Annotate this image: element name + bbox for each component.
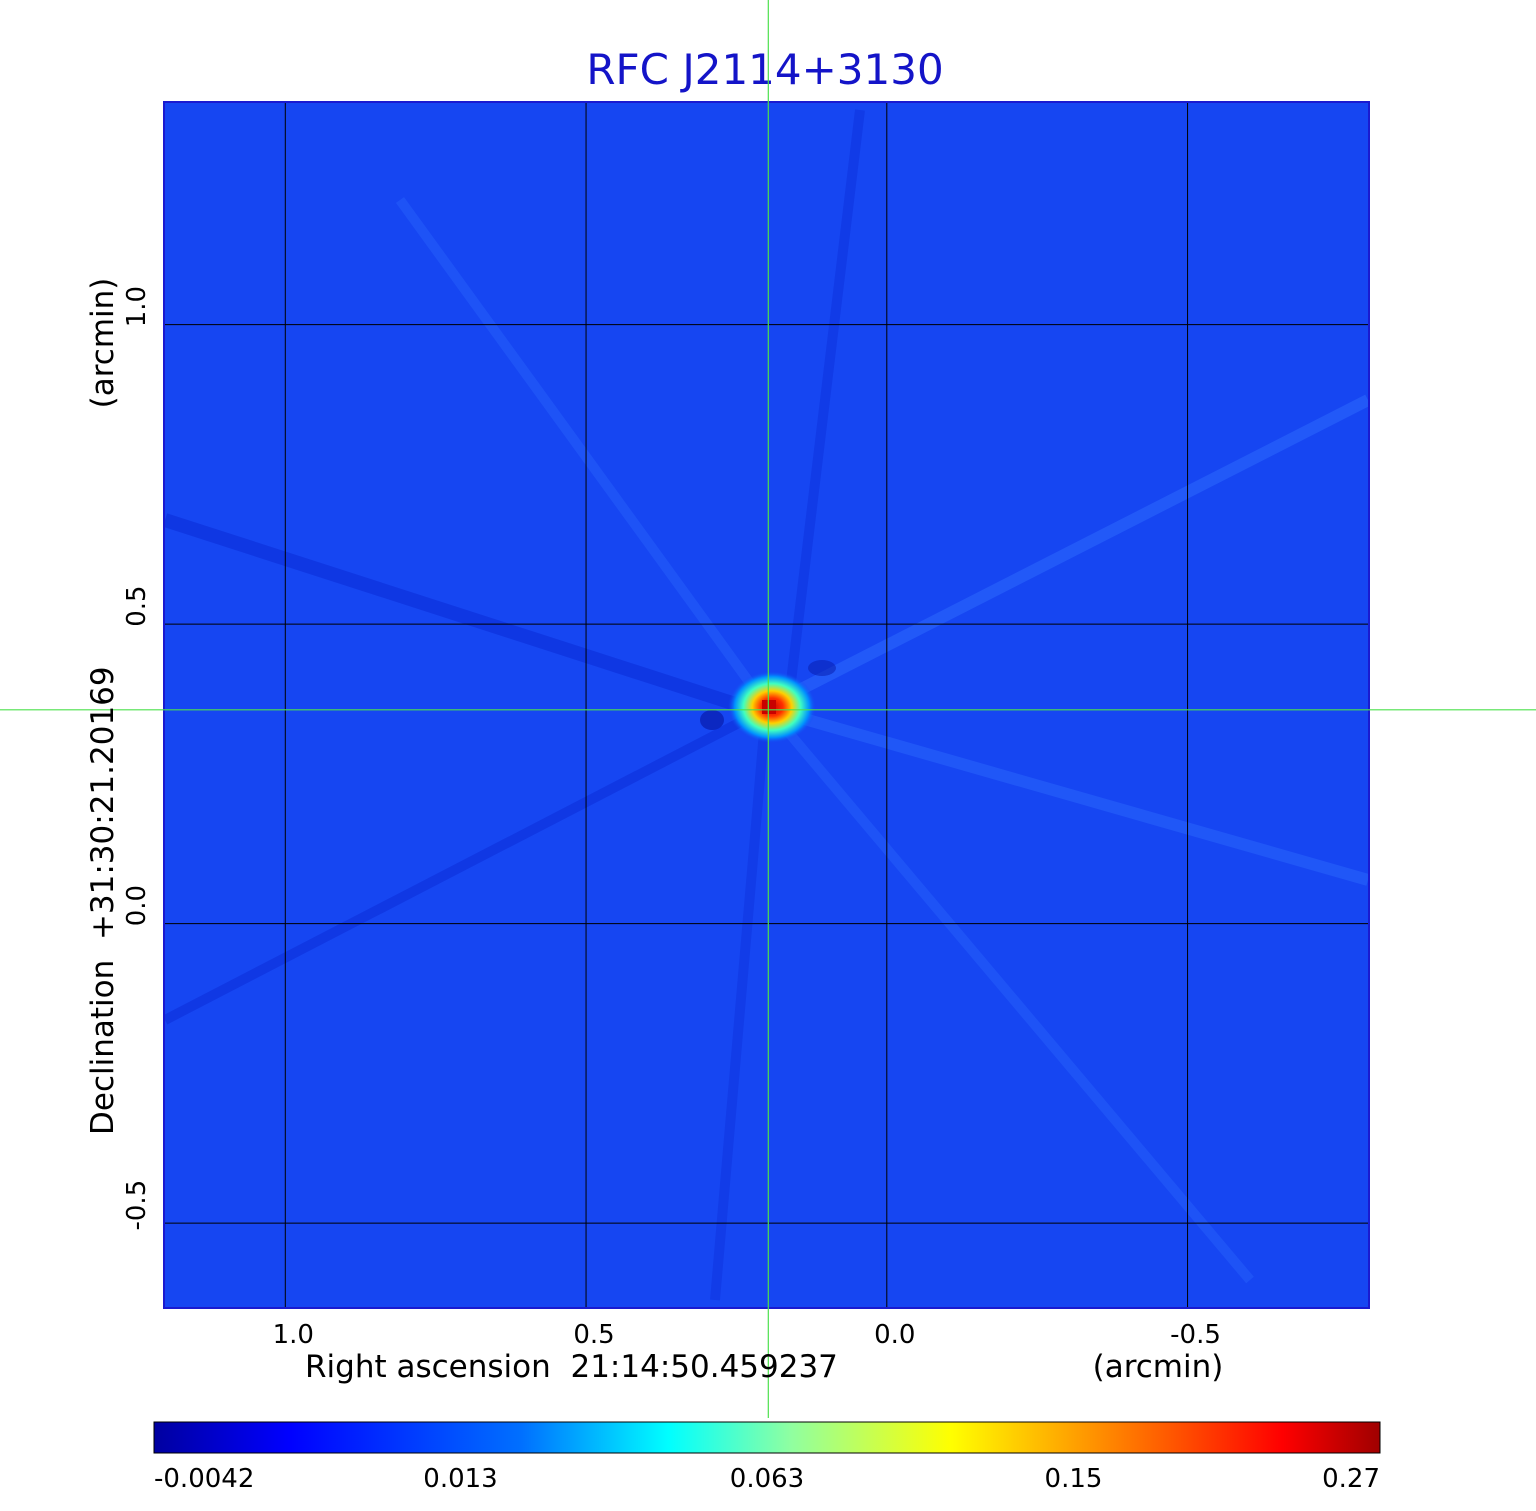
chart-title: RFC J2114+3130 [586,45,943,94]
plot-frame [163,101,1370,1309]
y-tick-labels: 1.0 0.5 0.0 -0.5 [122,286,152,1231]
x-tick-labels: 1.0 0.5 0.0 -0.5 [273,1320,1221,1350]
sidelobe-streak-7 [785,109,865,691]
colorbar-tick-label: 0.063 [730,1464,804,1494]
colorbar-tick-labels: -0.0042 0.013 0.063 0.15 0.27 [154,1464,1380,1494]
sidelobe-streak-8 [710,719,770,1301]
colorbar-tick-label: 0.013 [423,1464,497,1494]
sidelobe-streak-5 [395,197,773,711]
colorbar-tick-label: -0.0042 [154,1464,254,1494]
x-tick-label: 1.0 [273,1320,314,1350]
negative-lobe [700,710,724,730]
sidelobe-streak-2 [165,707,763,1025]
negative-lobe [808,660,836,676]
plot-area [0,0,1536,1418]
source-peak [762,700,776,714]
y-axis-label: Declination +31:30:21.20169 [85,666,121,1135]
source-blob [700,660,836,743]
x-tick-label: -0.5 [1170,1320,1221,1350]
y-tick-label: 0.0 [122,885,152,926]
sidelobe-streak-1 [165,513,763,719]
y-tick-label: 0.5 [122,585,152,626]
x-axis-label: Right ascension 21:14:50.459237 [305,1349,838,1385]
y-axis-unit: (arcmin) [85,278,121,409]
x-tick-label: 0.0 [874,1320,915,1350]
colorbar-tick-label: 0.15 [1045,1464,1103,1494]
crosshair [0,0,1536,1418]
colorbar-gradient [153,1421,1381,1454]
y-tick-label: 1.0 [122,286,152,327]
sidelobe-streak-6 [764,704,1254,1284]
colorbar: -0.0042 0.013 0.063 0.15 0.27 [153,1421,1381,1494]
x-axis-unit: (arcmin) [1093,1349,1224,1385]
sidelobe-artifacts [165,109,1368,1301]
y-tick-label: -0.5 [122,1180,152,1231]
coordinate-grid [165,103,1368,1307]
colorbar-tick-label: 0.27 [1322,1464,1380,1494]
sidelobe-streak-3 [767,394,1368,711]
sidelobe-streak-4 [778,706,1368,886]
x-tick-label: 0.5 [573,1320,614,1350]
